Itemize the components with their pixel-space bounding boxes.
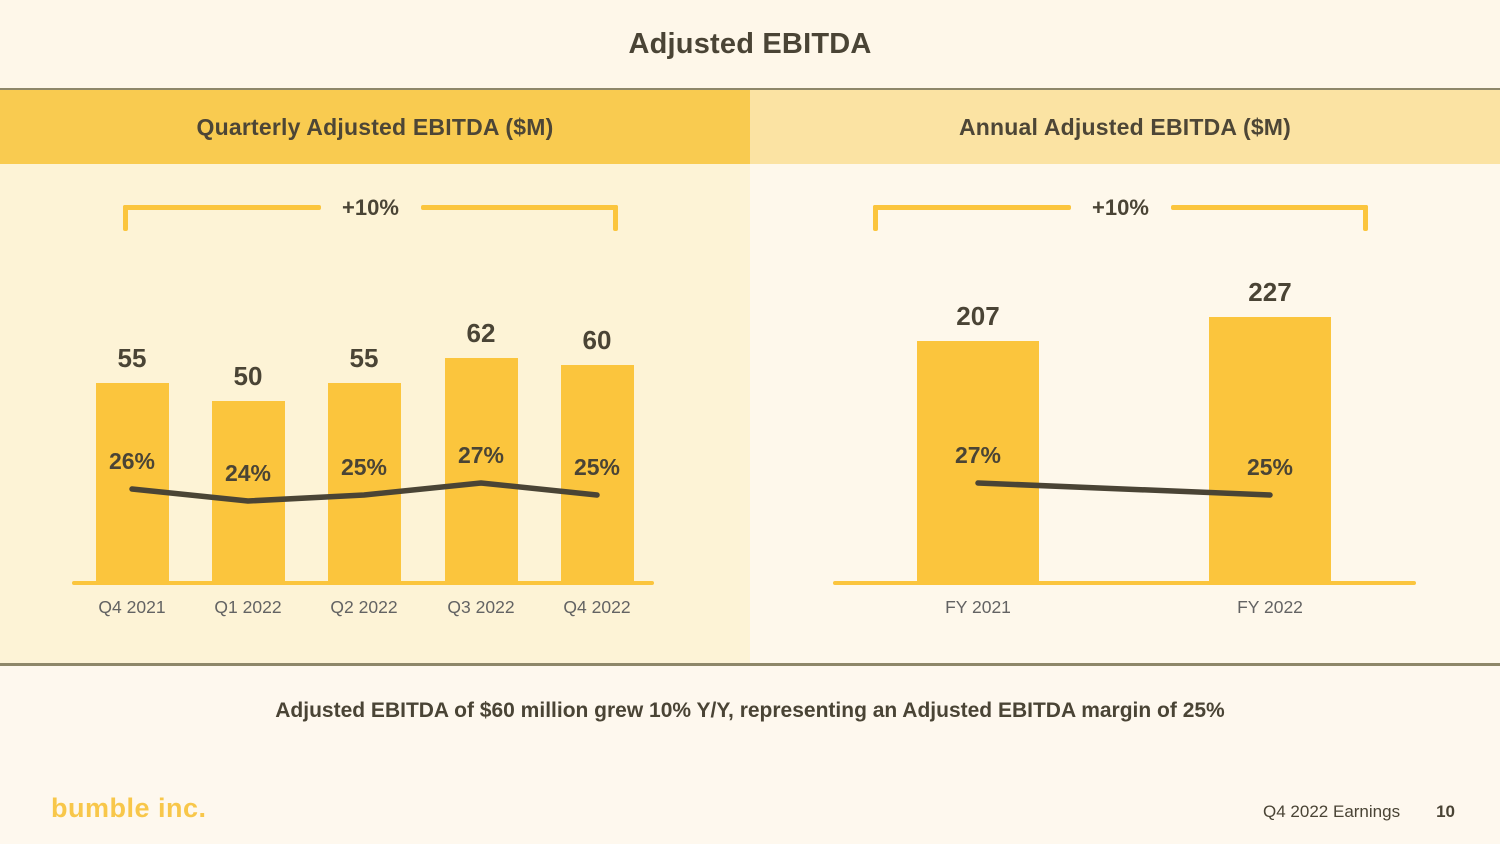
x-axis-label: Q3 2022 (447, 597, 515, 617)
bar (444, 358, 518, 583)
bar (95, 383, 169, 583)
bracket-line (873, 205, 1071, 210)
bracket-end (123, 205, 128, 231)
x-axis-label: Q4 2022 (563, 597, 631, 617)
quarterly-chart-panel: +10% 55 Q4 2021 26% 50 Q1 2022 24% 55 Q2 2022 25%… (0, 164, 750, 663)
growth-bracket: +10% (123, 197, 618, 231)
margin-label: 27% (954, 442, 1002, 468)
bracket-line (1170, 205, 1368, 210)
bracket-line (123, 205, 321, 210)
x-axis-label: FY 2022 (1237, 597, 1303, 617)
bar-value-label: 60 (582, 325, 612, 355)
annual-chart-panel: +10% 207 FY 2021 27% 227 FY 2022 25% (750, 164, 1500, 663)
bar-value-label: 55 (117, 343, 147, 373)
charts-row: +10% 55 Q4 2021 26% 50 Q1 2022 24% 55 Q2 2022 25%… (0, 164, 1500, 666)
quarterly-chart-header: Quarterly Adjusted EBITDA ($M) (0, 90, 750, 164)
bar (1209, 317, 1331, 583)
x-axis-line (833, 581, 1416, 585)
bar-value-label: 227 (1248, 277, 1292, 307)
x-axis-label: Q1 2022 (214, 597, 282, 617)
margin-line (975, 480, 1273, 498)
margin-label: 25% (340, 454, 388, 480)
bar-value-label: 50 (233, 361, 263, 391)
margin-label: 25% (1246, 454, 1294, 480)
slide-footer: bumble inc. Q4 2022 Earnings 10 (51, 793, 1455, 824)
chart-header-band: Quarterly Adjusted EBITDA ($M) Annual Ad… (0, 88, 1500, 164)
title-row: Adjusted EBITDA (0, 0, 1500, 88)
margin-label: 25% (573, 454, 621, 480)
summary-takeaway: Adjusted EBITDA of $60 million grew 10% … (275, 699, 1225, 722)
page-number: 10 (1436, 802, 1455, 821)
bracket-end (873, 205, 878, 231)
bracket-line (420, 205, 618, 210)
bar (917, 341, 1039, 583)
bumble-inc-logo: bumble inc. (51, 793, 207, 823)
x-axis-label: FY 2021 (945, 597, 1011, 617)
growth-bracket: +10% (873, 197, 1368, 231)
bar-value-label: 62 (466, 318, 496, 348)
page-title: Adjusted EBITDA (628, 27, 872, 60)
bar (560, 365, 634, 583)
bar (211, 401, 285, 583)
margin-label: 27% (457, 442, 505, 468)
bar-value-label: 55 (349, 343, 379, 373)
growth-label: +10% (1092, 195, 1149, 220)
bar-value-label: 207 (956, 301, 1000, 331)
x-axis-line (72, 581, 654, 585)
quarterly-ebitda-chart: +10% 55 Q4 2021 26% 50 Q1 2022 24% 55 Q2 2022 25%… (0, 164, 750, 663)
deck-label: Q4 2022 Earnings (1263, 802, 1401, 821)
margin-label: 26% (108, 448, 156, 474)
bracket-end (1363, 205, 1368, 231)
annual-chart-header: Annual Adjusted EBITDA ($M) (750, 90, 1500, 164)
x-axis-label: Q4 2021 (98, 597, 166, 617)
bracket-end (613, 205, 618, 231)
bottom-section: Adjusted EBITDA of $60 million grew 10% … (0, 666, 1500, 844)
x-axis-label: Q2 2022 (330, 597, 398, 617)
deck-meta: Q4 2022 Earnings 10 (1263, 802, 1455, 822)
growth-label: +10% (342, 195, 399, 220)
annual-ebitda-chart: +10% 207 FY 2021 27% 227 FY 2022 25% (750, 164, 1500, 663)
bar (327, 383, 401, 583)
